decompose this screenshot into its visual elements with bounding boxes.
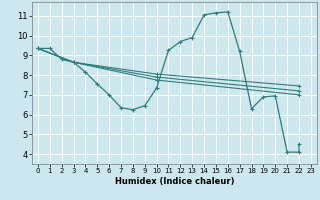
X-axis label: Humidex (Indice chaleur): Humidex (Indice chaleur) bbox=[115, 177, 234, 186]
